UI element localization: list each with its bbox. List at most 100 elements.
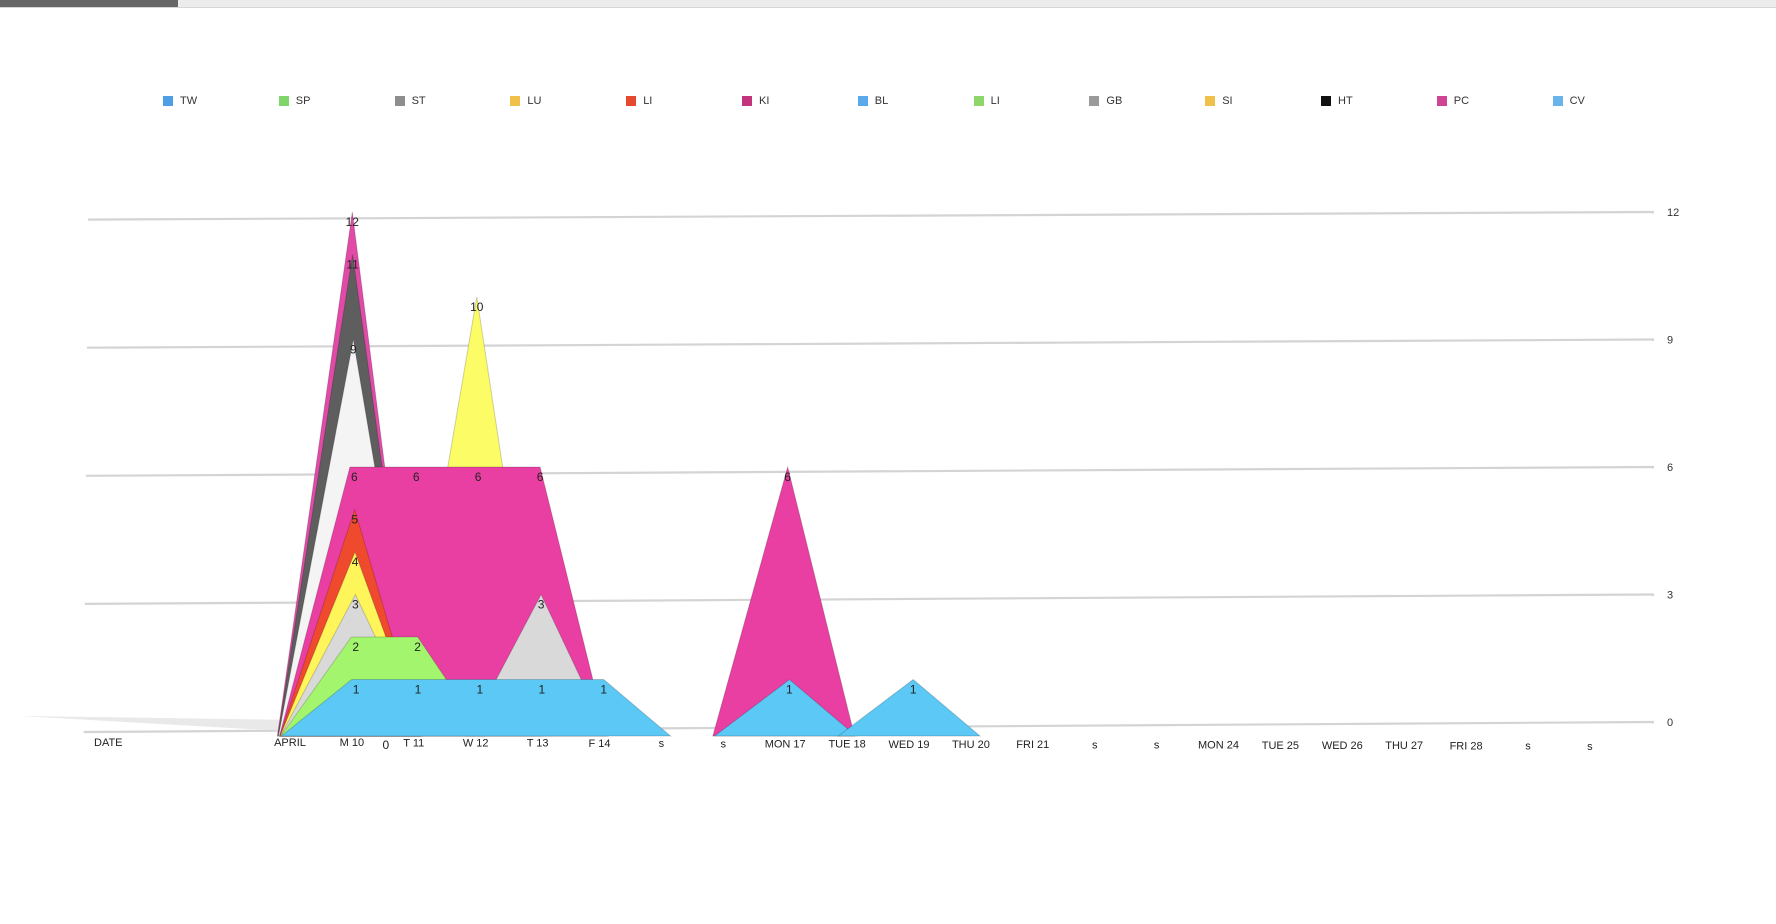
x-tick-label: FRI 28 <box>1450 740 1483 752</box>
x-tick-label: WED 26 <box>1322 740 1363 752</box>
legend-label: LI <box>990 95 1000 107</box>
data-label: 2 <box>414 640 421 654</box>
top-progress-fill <box>0 0 178 7</box>
data-label: 5 <box>351 513 358 527</box>
data-label: 1 <box>910 683 917 697</box>
data-label: 1 <box>786 683 793 697</box>
legend-label: PC <box>1453 95 1470 107</box>
series-area-tw <box>836 678 982 737</box>
y-tick-label: 3 <box>1667 590 1673 602</box>
x-tick-label: s <box>1587 741 1593 753</box>
legend-swatch <box>1089 96 1100 106</box>
legend-item-gb: GB <box>1089 94 1122 108</box>
data-label: 1 <box>353 683 360 697</box>
series-area-tw <box>279 679 672 737</box>
legend-label: ST <box>411 95 426 107</box>
x-tick-label: s <box>1525 741 1531 753</box>
data-label: 3 <box>352 598 359 612</box>
x-tick-label: T 11 <box>403 737 424 749</box>
x-tick-label: F 14 <box>588 738 610 750</box>
legend-item-ht: HT <box>1321 94 1353 108</box>
data-label: 12 <box>346 215 360 229</box>
legend-swatch <box>163 96 173 106</box>
x-tick-label: TUE 25 <box>1262 740 1299 752</box>
x-tick-label: W 12 <box>463 738 489 750</box>
data-label: 1 <box>415 683 422 697</box>
legend-swatch <box>742 96 752 106</box>
legend-item-ki: KI <box>742 94 769 108</box>
data-label: 6 <box>413 470 420 484</box>
legend-swatch <box>1552 96 1563 106</box>
x-tick-label: THU 27 <box>1385 740 1423 752</box>
legend-item-si: SI <box>1205 94 1233 108</box>
legend-label: BL <box>874 95 889 107</box>
legend-swatch <box>1436 96 1447 106</box>
legend-item-lu: LU <box>510 94 541 108</box>
legend-label: SP <box>295 95 311 107</box>
x-first-label: DATE <box>94 737 123 749</box>
data-label: 11 <box>346 258 359 272</box>
y-tick-label: 0 <box>1667 717 1673 729</box>
x-tick-label: WED 19 <box>889 739 930 751</box>
legend-label: LI <box>643 95 653 107</box>
legend-item-tw: TW <box>163 94 197 108</box>
data-label: 2 <box>352 640 359 654</box>
gridline <box>87 210 1655 221</box>
legend-item-bl: BL <box>857 94 889 108</box>
data-label: 6 <box>475 470 482 484</box>
data-label: 6 <box>351 470 358 484</box>
x-tick-label: APRIL <box>274 737 306 749</box>
legend-swatch <box>1205 96 1216 106</box>
x-tick-label: M 10 <box>340 737 364 749</box>
legend-swatch <box>626 96 637 106</box>
legend-item-st: ST <box>394 94 426 108</box>
legend-item-pc: PC <box>1436 94 1470 108</box>
x-tick-label: MON 17 <box>765 738 806 750</box>
legend-label: SI <box>1222 95 1233 107</box>
top-progress-bar <box>0 0 1776 8</box>
chart-legend: TW SP ST LU LI KI BL LI GB SI HT PC CV <box>0 0 1776 107</box>
floor-shadow <box>20 716 302 732</box>
legend-label: TW <box>180 95 198 107</box>
data-label: 3 <box>538 598 545 612</box>
data-label: 4 <box>352 555 359 569</box>
x-extra-label: 0 <box>382 738 389 752</box>
legend-label: HT <box>1338 95 1353 107</box>
data-label: 10 <box>470 300 484 314</box>
legend-swatch <box>1321 96 1331 106</box>
y-tick-label: 9 <box>1667 335 1673 347</box>
x-tick-label: s <box>1092 739 1098 751</box>
x-tick-label: FRI 21 <box>1016 739 1049 751</box>
data-label: 6 <box>537 470 544 484</box>
legend-item-li: LI <box>973 94 1000 108</box>
y-tick-label: 12 <box>1667 207 1679 219</box>
legend-label: KI <box>759 95 770 107</box>
x-tick-label: s <box>721 738 727 750</box>
x-tick-label: s <box>1154 740 1160 752</box>
x-tick-label: THU 20 <box>952 739 990 751</box>
legend-label: CV <box>1569 95 1585 107</box>
legend-swatch <box>973 96 984 106</box>
y-tick-label: 6 <box>1667 462 1673 474</box>
legend-label: GB <box>1106 95 1123 107</box>
gridline <box>86 338 1655 349</box>
x-tick-label: s <box>659 738 665 750</box>
x-tick-label: TUE 18 <box>828 739 865 751</box>
legend-label: LU <box>527 95 542 107</box>
x-tick-label: T 13 <box>527 738 549 750</box>
legend-swatch <box>510 96 521 106</box>
series-area-tw <box>713 678 858 737</box>
legend-item-sp: SP <box>278 94 311 108</box>
legend-item-li: LI <box>626 94 652 108</box>
legend-item-cv: CV <box>1552 94 1585 108</box>
legend-swatch <box>278 96 289 106</box>
data-label: 1 <box>477 683 484 697</box>
legend-swatch <box>394 96 405 106</box>
data-label: 6 <box>784 470 791 484</box>
data-label: 1 <box>600 683 607 697</box>
data-label: 9 <box>350 343 357 357</box>
x-tick-label: MON 24 <box>1198 740 1239 752</box>
legend-swatch <box>857 96 868 106</box>
data-label: 1 <box>538 683 545 697</box>
